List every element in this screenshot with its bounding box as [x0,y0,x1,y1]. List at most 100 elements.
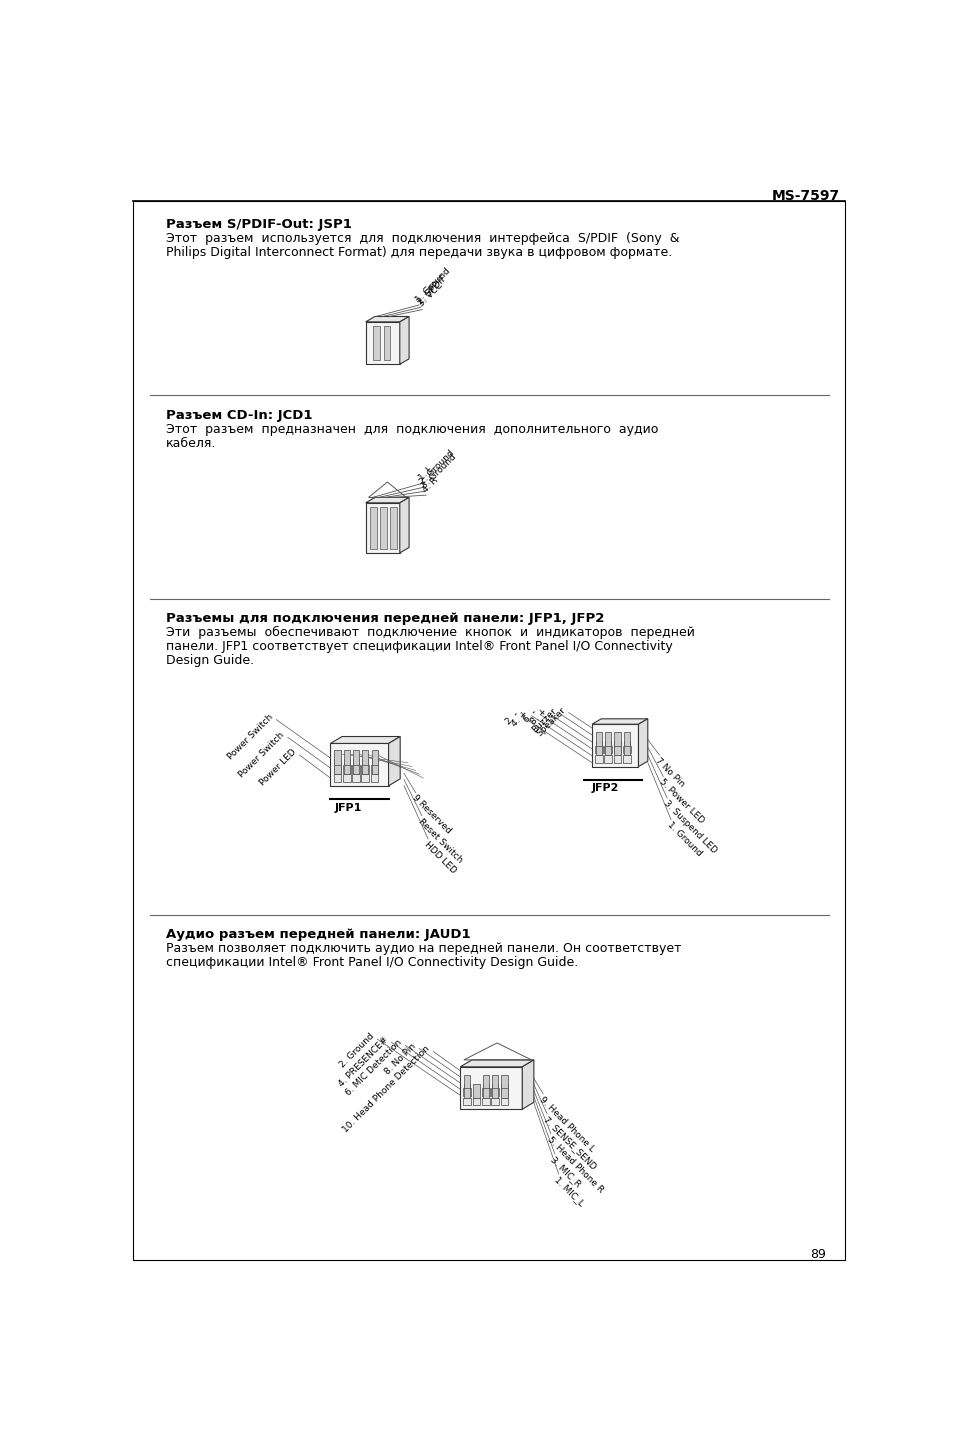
Bar [342,774,350,781]
Polygon shape [365,316,409,322]
Text: Разъемы для подключения передней панели: JFP1, JFP2: Разъемы для подключения передней панели:… [166,612,603,625]
Text: 2. Ground: 2. Ground [337,1032,375,1070]
Text: Power LED: Power LED [257,748,297,788]
Bar [500,1089,508,1096]
Polygon shape [459,1060,534,1068]
Polygon shape [638,718,647,767]
Bar [353,758,358,774]
Bar [365,502,399,552]
Bar [362,750,368,766]
Text: 1. Ground: 1. Ground [665,820,702,859]
Bar [491,1089,498,1096]
Bar [472,1098,480,1105]
Bar [595,756,602,763]
Bar [334,766,341,773]
Bar [380,507,386,550]
Bar [613,756,620,763]
Bar [334,758,340,774]
Text: 89: 89 [809,1248,825,1261]
Text: Этот  разъем  предназначен  для  подключения  дополнительного  аудио: Этот разъем предназначен для подключения… [166,422,658,436]
Text: Buzzer: Buzzer [529,707,558,734]
Bar [459,1068,521,1109]
Text: 2. SPDIF: 2. SPDIF [416,273,448,306]
Bar [623,741,629,756]
Bar [362,758,368,774]
Text: Philips Digital Interconnect Format) для передачи звука в цифровом формате.: Philips Digital Interconnect Format) для… [166,246,671,259]
Bar [482,1075,488,1089]
Bar [592,724,638,767]
Text: Эти  разъемы  обеспечивают  подключение  кнопок  и  индикаторов  передней: Эти разъемы обеспечивают подключение кно… [166,625,694,640]
Text: 4. PRESENCE#: 4. PRESENCE# [336,1035,390,1088]
Bar [334,774,341,781]
Bar [500,1098,508,1105]
Text: JFP2: JFP2 [592,784,618,793]
Text: Power Switch: Power Switch [237,730,286,778]
Text: 7. SENSE_SEND: 7. SENSE_SEND [541,1115,597,1171]
Text: Design Guide.: Design Guide. [166,654,253,667]
Text: 3. VCC: 3. VCC [417,280,445,309]
Text: HDD LED: HDD LED [422,840,457,874]
Polygon shape [399,316,409,365]
Text: 4. R: 4. R [421,475,439,494]
Text: 2. Ground: 2. Ground [417,449,456,487]
Polygon shape [592,718,647,724]
Text: панели. JFP1 соответствует спецификации Intel® Front Panel I/O Connectivity: панели. JFP1 соответствует спецификации … [166,640,672,653]
Bar [390,507,396,550]
Text: 10. Head Phone Detection: 10. Head Phone Detection [341,1045,431,1135]
Text: спецификации Intel® Front Panel I/O Connectivity Design Guide.: спецификации Intel® Front Panel I/O Conn… [166,956,578,969]
Bar [373,326,379,359]
Text: 9 Reserved: 9 Reserved [410,794,452,836]
Bar [604,741,611,756]
Bar [604,756,612,763]
Polygon shape [521,1060,534,1109]
Bar [481,1098,489,1105]
Text: 2. -: 2. - [503,710,520,726]
Bar [622,746,630,754]
Bar [463,1089,471,1096]
Bar [482,1083,488,1098]
Text: 8. No Pin: 8. No Pin [382,1042,417,1076]
Bar [343,758,350,774]
Bar [342,766,350,773]
Text: Разъем позволяет подключить аудио на передней панели. Он соответствует: Разъем позволяет подключить аудио на пер… [166,942,680,954]
Bar [464,1075,470,1089]
Bar [614,731,620,746]
Text: MS-7597: MS-7597 [771,189,840,203]
Bar [463,1098,471,1105]
Bar [371,758,377,774]
Bar [604,746,612,754]
Bar [604,731,611,746]
Text: кабеля.: кабеля. [166,436,216,449]
Text: Reset Switch: Reset Switch [416,817,463,864]
Text: Аудио разъем передней панели: JAUD1: Аудио разъем передней панели: JAUD1 [166,927,470,940]
Bar [473,1083,479,1098]
Bar [596,731,601,746]
Text: Разъем S/PDIF-Out: JSP1: Разъем S/PDIF-Out: JSP1 [166,218,352,230]
Bar [334,750,340,766]
Bar [384,326,390,359]
Text: 8. +: 8. + [528,707,548,727]
Text: 5. Head Phone R: 5. Head Phone R [545,1135,604,1193]
Bar [330,744,388,786]
Text: 7 No Pin: 7 No Pin [653,756,686,788]
Text: 1. MIC_L: 1. MIC_L [553,1175,585,1208]
Bar [622,756,630,763]
Polygon shape [330,737,399,744]
Text: Speaker: Speaker [535,705,567,738]
Text: 3. Ground: 3. Ground [419,452,457,491]
Text: Power Switch: Power Switch [226,713,274,761]
Text: 4. +: 4. + [510,708,530,728]
Bar [614,741,620,756]
Bar [492,1075,497,1089]
Bar [353,750,358,766]
Bar [481,1089,489,1096]
Text: JFP1: JFP1 [334,803,361,813]
Text: 9. Head Phone L: 9. Head Phone L [537,1095,596,1153]
Polygon shape [365,498,409,502]
Bar [595,746,602,754]
Text: Разъем CD-In: JCD1: Разъем CD-In: JCD1 [166,409,312,422]
Bar [371,774,378,781]
Polygon shape [388,737,399,786]
Bar [371,750,377,766]
Polygon shape [399,498,409,552]
